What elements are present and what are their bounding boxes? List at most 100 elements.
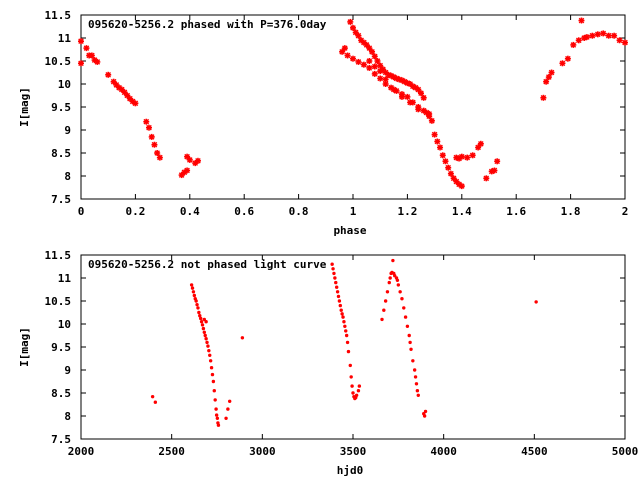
data-point [206,344,210,348]
x-tick-label: 2000 [68,445,95,458]
data-point [441,157,450,166]
data-point [403,315,408,319]
data-point [340,312,344,316]
data-point [383,299,388,303]
data-point [77,37,85,46]
data-point [357,384,362,388]
data-point [493,157,501,166]
data-point [370,62,379,71]
data-point [422,414,427,418]
data-point [621,38,629,47]
data-point [213,398,217,402]
data-point [409,347,413,351]
data-point [335,290,340,294]
data-point [615,36,624,45]
data-point [387,280,391,285]
data-point [142,117,151,126]
data-point [346,18,355,26]
data-point [208,353,212,357]
data-point [558,59,567,68]
data-point [197,310,201,315]
y-tick-label: 11.5 [45,9,72,22]
data-point [203,333,207,338]
phased-data-points [77,16,629,190]
data-point [415,389,420,393]
y-tick-label: 8 [64,170,71,183]
data-point [202,317,207,322]
data-point [477,140,485,148]
data-point [405,324,410,328]
data-point [337,299,342,303]
raw-chart-title: 095620-5256.2 not phased light curve [88,258,327,271]
data-point [342,320,346,324]
data-point [150,140,159,149]
data-point [199,320,204,324]
data-point [196,306,200,310]
data-point [430,130,439,139]
data-point [414,105,423,114]
data-point [240,336,245,340]
data-point [593,30,602,39]
data-point [360,60,368,69]
x-tick-label: 0.2 [125,205,145,218]
data-point [338,303,343,308]
x-tick-label: 5000 [612,445,639,458]
data-point [376,74,385,83]
data-point [381,75,390,84]
y-tick-label: 8.5 [51,147,71,160]
data-point [212,389,216,393]
y-tick-label: 9 [64,364,71,377]
data-point [205,340,209,345]
data-point [423,409,428,414]
data-point [343,51,352,60]
data-point [534,300,538,304]
data-point [414,382,419,386]
data-point [407,333,411,338]
x-tick-label: 0 [78,205,85,218]
data-point [388,276,392,280]
data-point [354,393,359,397]
y-tick-label: 11 [58,272,72,285]
y-tick-label: 9.5 [51,341,71,354]
data-point [334,280,338,285]
phased-y-axis-label: I[mag] [18,87,31,127]
data-point [403,93,412,101]
phased-light-curve-panel: 0 0.2 0.4 0.6 0.8 1 1.2 1.4 1.6 1.8 2 7.5 8 8.5 9 9.5 10… [18,9,629,237]
data-point [604,31,613,40]
y-tick-label: 9.5 [51,101,71,114]
data-point [330,262,334,266]
data-point [351,391,355,395]
data-point [365,64,374,72]
y-tick-label: 11.5 [45,249,72,262]
data-point [332,271,336,276]
data-point [396,283,401,287]
data-point [400,297,404,301]
data-point [200,323,205,327]
raw-y-axis-label: I[mag] [18,327,31,367]
data-point [433,137,442,146]
data-point [349,54,357,63]
y-tick-label: 8.5 [51,387,71,400]
data-point [331,267,335,271]
x-tick-label: 1.6 [506,205,526,218]
data-point [209,366,214,370]
x-tick-label: 1 [350,205,357,218]
data-point [207,348,211,353]
data-point [577,16,586,25]
x-tick-label: 0.6 [234,205,254,218]
data-point [482,174,491,183]
data-point [391,258,395,263]
x-tick-label: 3500 [340,445,367,458]
raw-data-points [150,258,538,427]
data-point [402,306,406,310]
data-point [382,308,386,312]
data-point [204,337,208,341]
data-point [574,36,583,45]
data-point [457,152,466,161]
data-point [194,157,202,165]
data-point [468,151,477,160]
data-point [145,123,153,132]
data-point [610,31,618,40]
data-point [457,182,466,190]
